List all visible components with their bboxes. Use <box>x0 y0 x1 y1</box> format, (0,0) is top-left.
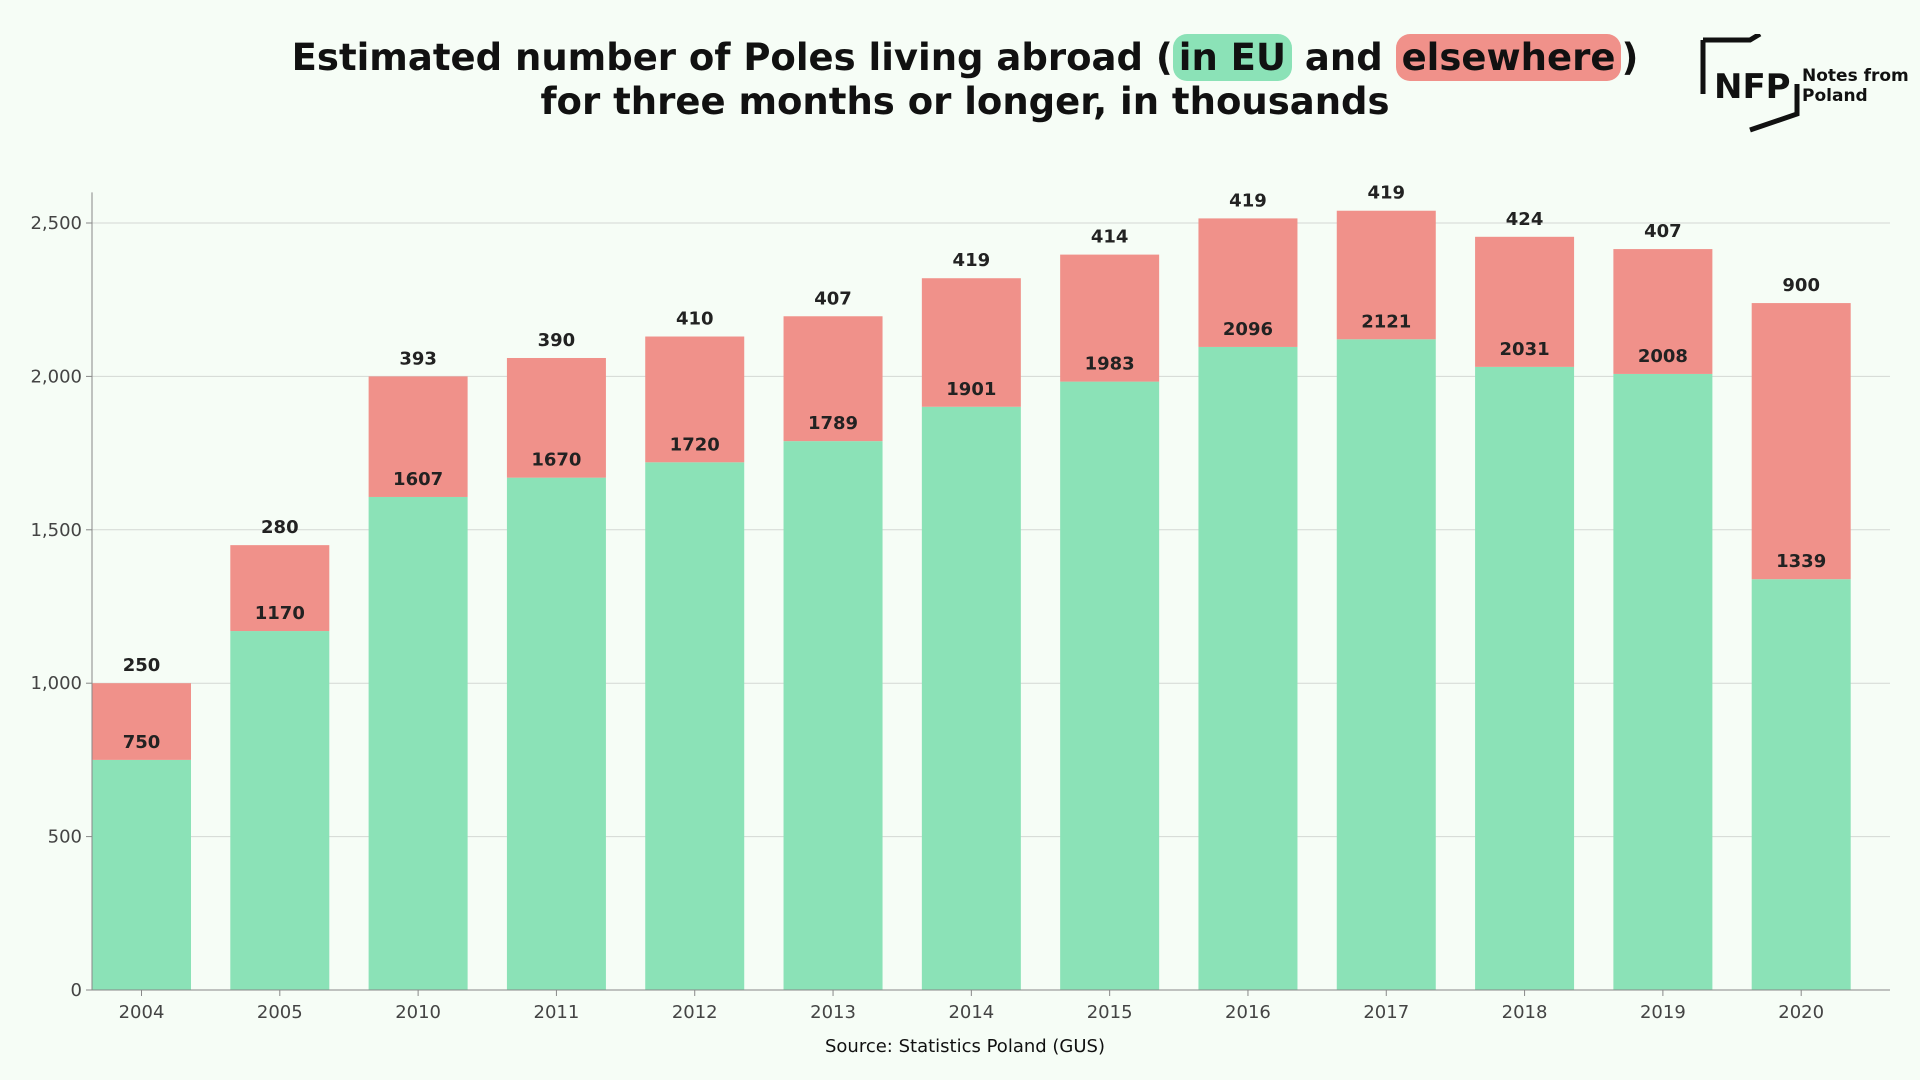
bar-eu-2004 <box>92 759 191 990</box>
x-tick-label-2004: 2004 <box>119 1002 165 1023</box>
bar-elsewhere-2010 <box>368 376 468 497</box>
bar-elsewhere-2019 <box>1613 249 1713 374</box>
data-label-eu-2004: 750 <box>123 732 161 753</box>
bar-eu-2013 <box>783 441 883 991</box>
source-note: Source: Statistics Poland (GUS) <box>824 1036 1106 1057</box>
data-label-elsewhere-2016: 419 <box>1229 190 1267 211</box>
title-highlight-eu: in EU <box>1172 34 1293 81</box>
data-label-elsewhere-2019: 407 <box>1644 221 1682 242</box>
bar-elsewhere-2018 <box>1475 236 1575 367</box>
title-text-and: and <box>1292 36 1396 79</box>
data-label-elsewhere-2011: 390 <box>538 330 576 351</box>
x-tick-label-2020: 2020 <box>1778 1002 1824 1023</box>
data-label-eu-2017: 2121 <box>1361 311 1411 332</box>
data-label-elsewhere-2015: 414 <box>1091 227 1129 248</box>
bar-eu-2010 <box>368 496 468 990</box>
data-label-eu-2020: 1339 <box>1776 551 1826 572</box>
bar-elsewhere-2016 <box>1198 218 1298 347</box>
y-tick-label: 500 <box>48 827 82 848</box>
bar-eu-2016 <box>1198 346 1298 990</box>
data-label-elsewhere-2010: 393 <box>399 348 437 369</box>
data-label-eu-2016: 2096 <box>1223 319 1273 340</box>
x-tick-label-2013: 2013 <box>810 1002 856 1023</box>
logo-mark: NFP <box>1714 67 1791 107</box>
data-label-eu-2011: 1670 <box>531 450 581 471</box>
bar-elsewhere-2014 <box>921 278 1021 407</box>
data-label-eu-2012: 1720 <box>670 434 720 455</box>
data-label-eu-2018: 2031 <box>1500 339 1550 360</box>
bar-elsewhere-2011 <box>506 357 606 478</box>
data-label-elsewhere-2013: 407 <box>814 288 852 309</box>
x-tick-label-2011: 2011 <box>534 1002 580 1023</box>
bar-elsewhere-2015 <box>1060 254 1160 382</box>
nfp-logo: NFP <box>1700 34 1800 133</box>
title-text-start: Estimated number of Poles living abroad … <box>291 36 1173 79</box>
data-label-elsewhere-2018: 424 <box>1506 209 1544 230</box>
bar-eu-2018 <box>1475 366 1575 991</box>
bar-eu-2005 <box>230 631 330 990</box>
data-label-elsewhere-2012: 410 <box>676 309 714 330</box>
y-tick-label: 1,000 <box>30 673 82 694</box>
data-label-eu-2013: 1789 <box>808 413 858 434</box>
logo-frame-top <box>1700 34 1762 94</box>
bar-elsewhere-2005 <box>230 545 330 632</box>
bar-elsewhere-2013 <box>783 316 883 442</box>
bar-eu-2020 <box>1751 579 1851 990</box>
bar-eu-2011 <box>506 477 606 990</box>
x-tick-label-2005: 2005 <box>257 1002 303 1023</box>
logo-frame-bottom <box>1749 84 1800 133</box>
data-label-elsewhere-2004: 250 <box>123 655 161 676</box>
x-tick-label-2012: 2012 <box>672 1002 718 1023</box>
x-tick-label-2017: 2017 <box>1363 1002 1409 1023</box>
title-highlight-elsewhere: elsewhere <box>1395 34 1622 81</box>
bar-elsewhere-2017 <box>1336 210 1436 340</box>
title-text-end: ) <box>1621 36 1639 79</box>
data-label-elsewhere-2017: 419 <box>1367 183 1405 204</box>
y-tick-label: 0 <box>71 980 82 1001</box>
bar-eu-2015 <box>1060 381 1160 990</box>
bar-elsewhere-2020 <box>1751 303 1851 580</box>
x-tick-label-2010: 2010 <box>395 1002 441 1023</box>
data-label-eu-2014: 1901 <box>946 379 996 400</box>
data-label-eu-2015: 1983 <box>1085 354 1135 375</box>
bar-eu-2019 <box>1613 373 1713 991</box>
chart-title: Estimated number of Poles living abroad … <box>0 34 1920 124</box>
x-tick-label-2019: 2019 <box>1640 1002 1686 1023</box>
chart-title-line1: Estimated number of Poles living abroad … <box>0 34 1920 81</box>
logo-wordmark: Notes from Poland <box>1802 66 1909 106</box>
x-tick-label-2015: 2015 <box>1087 1002 1133 1023</box>
bar-elsewhere-2012 <box>645 336 745 463</box>
chart-title-line2: for three months or longer, in thousands <box>540 80 1390 123</box>
logo-wordmark-line1: Notes from <box>1802 66 1909 86</box>
data-label-eu-2010: 1607 <box>393 469 443 490</box>
x-tick-label-2016: 2016 <box>1225 1002 1271 1023</box>
bar-eu-2014 <box>921 406 1021 990</box>
data-label-elsewhere-2014: 419 <box>953 250 991 271</box>
logo-wordmark-line2: Poland <box>1802 86 1868 106</box>
y-tick-label: 2,000 <box>30 366 82 387</box>
data-label-eu-2005: 1170 <box>255 603 305 624</box>
data-label-elsewhere-2020: 900 <box>1782 275 1820 296</box>
axes: 0 500 1,000 1,500 2,000 2,500 2004 2005 2010 2011… <box>30 192 1890 1023</box>
bar-eu-2012 <box>645 462 745 991</box>
y-tick-label: 2,500 <box>30 213 82 234</box>
x-tick-label-2018: 2018 <box>1502 1002 1548 1023</box>
bar-eu-2017 <box>1336 339 1436 990</box>
bar-elsewhere-2004 <box>92 683 191 760</box>
y-tick-label: 1,500 <box>30 520 82 541</box>
data-label-eu-2019: 2008 <box>1638 346 1688 367</box>
x-tick-label-2014: 2014 <box>948 1002 994 1023</box>
data-labels: 750 250 1170 280 1607 393 1670 390 1720 410 1789 40… <box>123 183 1827 753</box>
bars <box>92 210 1851 991</box>
data-label-elsewhere-2005: 280 <box>261 517 299 538</box>
